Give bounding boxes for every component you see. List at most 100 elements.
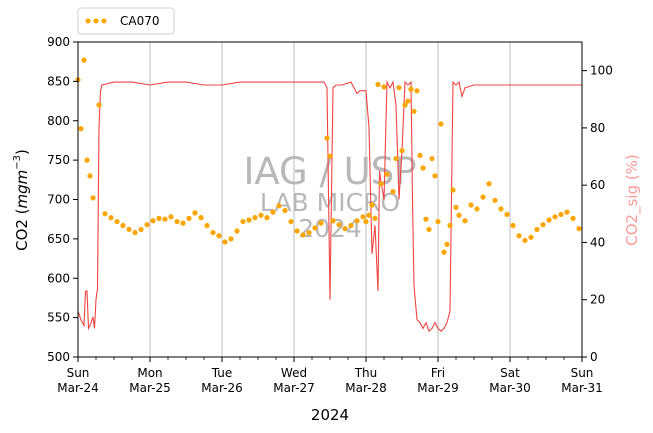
data-point xyxy=(369,202,375,208)
data-point xyxy=(144,222,150,228)
watermark: IAG / USP LAB MICRO 2024 xyxy=(243,150,416,243)
data-point xyxy=(534,226,540,233)
data-point xyxy=(435,218,441,225)
data-point xyxy=(168,214,174,220)
y-right-tick-label: 100 xyxy=(590,64,613,78)
x-tick-label-date: Mar-25 xyxy=(129,381,170,395)
data-point xyxy=(453,204,459,210)
data-point xyxy=(441,249,447,255)
data-point xyxy=(276,203,282,209)
data-point xyxy=(198,215,204,221)
data-point xyxy=(552,214,558,220)
y-right-tick-label: 40 xyxy=(590,235,605,249)
data-point xyxy=(423,216,429,222)
data-point xyxy=(396,85,402,91)
data-point xyxy=(492,197,498,203)
x-tick-label-date: Mar-28 xyxy=(345,381,386,395)
x-tick-label-day: Sun xyxy=(67,366,90,380)
data-point xyxy=(375,81,381,88)
data-point xyxy=(222,239,228,245)
legend: CA070 xyxy=(77,7,175,35)
x-tick-label-date: Mar-26 xyxy=(201,381,242,395)
data-point xyxy=(417,152,423,158)
legend-marker xyxy=(93,18,99,24)
data-point xyxy=(354,218,360,224)
legend-label-ca070: CA070 xyxy=(120,14,160,28)
data-point xyxy=(234,228,240,234)
x-axis: SunMar-24MonMar-25TueMar-26WedMar-27ThuM… xyxy=(57,357,603,395)
y-right-tick-label: 20 xyxy=(590,293,605,307)
x-tick-label-day: Tue xyxy=(211,366,233,380)
data-point xyxy=(300,232,306,238)
data-point xyxy=(462,218,468,224)
x-tick-label-day: Wed xyxy=(281,366,307,380)
data-point xyxy=(246,217,252,223)
data-point xyxy=(162,216,168,222)
data-point xyxy=(486,181,492,187)
data-point xyxy=(228,236,234,242)
data-point xyxy=(114,218,120,225)
y-left-label-close: ) xyxy=(13,149,31,155)
data-point xyxy=(408,86,414,92)
data-point xyxy=(564,209,570,215)
data-point xyxy=(78,126,84,132)
data-point xyxy=(294,228,300,234)
data-point xyxy=(324,135,330,141)
x-tick-label-date: Mar-30 xyxy=(489,381,530,395)
co2-sig-series xyxy=(77,79,582,333)
data-point xyxy=(576,226,582,232)
data-point xyxy=(420,165,426,171)
data-point xyxy=(474,206,480,212)
y-left-tick-label: 700 xyxy=(47,193,70,207)
data-point xyxy=(393,155,399,162)
data-point xyxy=(126,226,132,233)
data-point xyxy=(87,173,93,179)
data-point xyxy=(429,155,435,162)
data-point xyxy=(522,237,528,244)
data-point xyxy=(132,229,138,236)
x-tick-label-day: Sat xyxy=(500,366,520,380)
data-point xyxy=(192,210,198,216)
data-point xyxy=(84,157,90,163)
data-point xyxy=(378,181,384,187)
data-point xyxy=(384,171,390,177)
y-left-tick-label: 750 xyxy=(47,153,70,167)
data-point xyxy=(450,187,456,193)
data-point xyxy=(372,215,378,221)
data-point xyxy=(447,222,453,229)
data-point xyxy=(120,222,126,229)
data-point xyxy=(399,148,405,154)
ca070-series xyxy=(75,57,582,255)
data-point xyxy=(516,233,522,239)
data-point xyxy=(510,222,516,229)
x-tick-label-day: Mon xyxy=(137,366,162,380)
y-left-label-unit: mgm xyxy=(13,170,31,209)
data-point xyxy=(252,215,258,221)
data-point xyxy=(342,226,348,232)
data-point xyxy=(288,218,294,225)
data-point xyxy=(327,153,333,159)
data-point xyxy=(258,212,264,218)
x-tick-label-date: Mar-29 xyxy=(417,381,458,395)
x-axis-label: 2024 xyxy=(311,406,349,424)
data-point xyxy=(282,207,288,214)
data-point xyxy=(336,222,342,228)
y-left-tick-label: 550 xyxy=(47,311,70,325)
data-point xyxy=(216,233,222,239)
x-tick-label-day: Thu xyxy=(354,366,378,380)
data-point xyxy=(432,173,438,179)
y-left-label-exp: −3 xyxy=(12,155,23,170)
data-point xyxy=(312,225,318,231)
y-right-tick-label: 0 xyxy=(590,350,598,364)
data-point xyxy=(444,241,450,247)
data-point xyxy=(366,212,372,218)
data-point xyxy=(264,215,270,221)
data-point xyxy=(528,234,534,240)
data-point xyxy=(426,226,432,233)
data-point xyxy=(360,214,366,220)
data-point xyxy=(150,218,156,224)
data-point xyxy=(381,84,387,90)
data-point xyxy=(468,202,474,208)
y-left-tick-label: 850 xyxy=(47,74,70,88)
data-point xyxy=(390,189,396,195)
